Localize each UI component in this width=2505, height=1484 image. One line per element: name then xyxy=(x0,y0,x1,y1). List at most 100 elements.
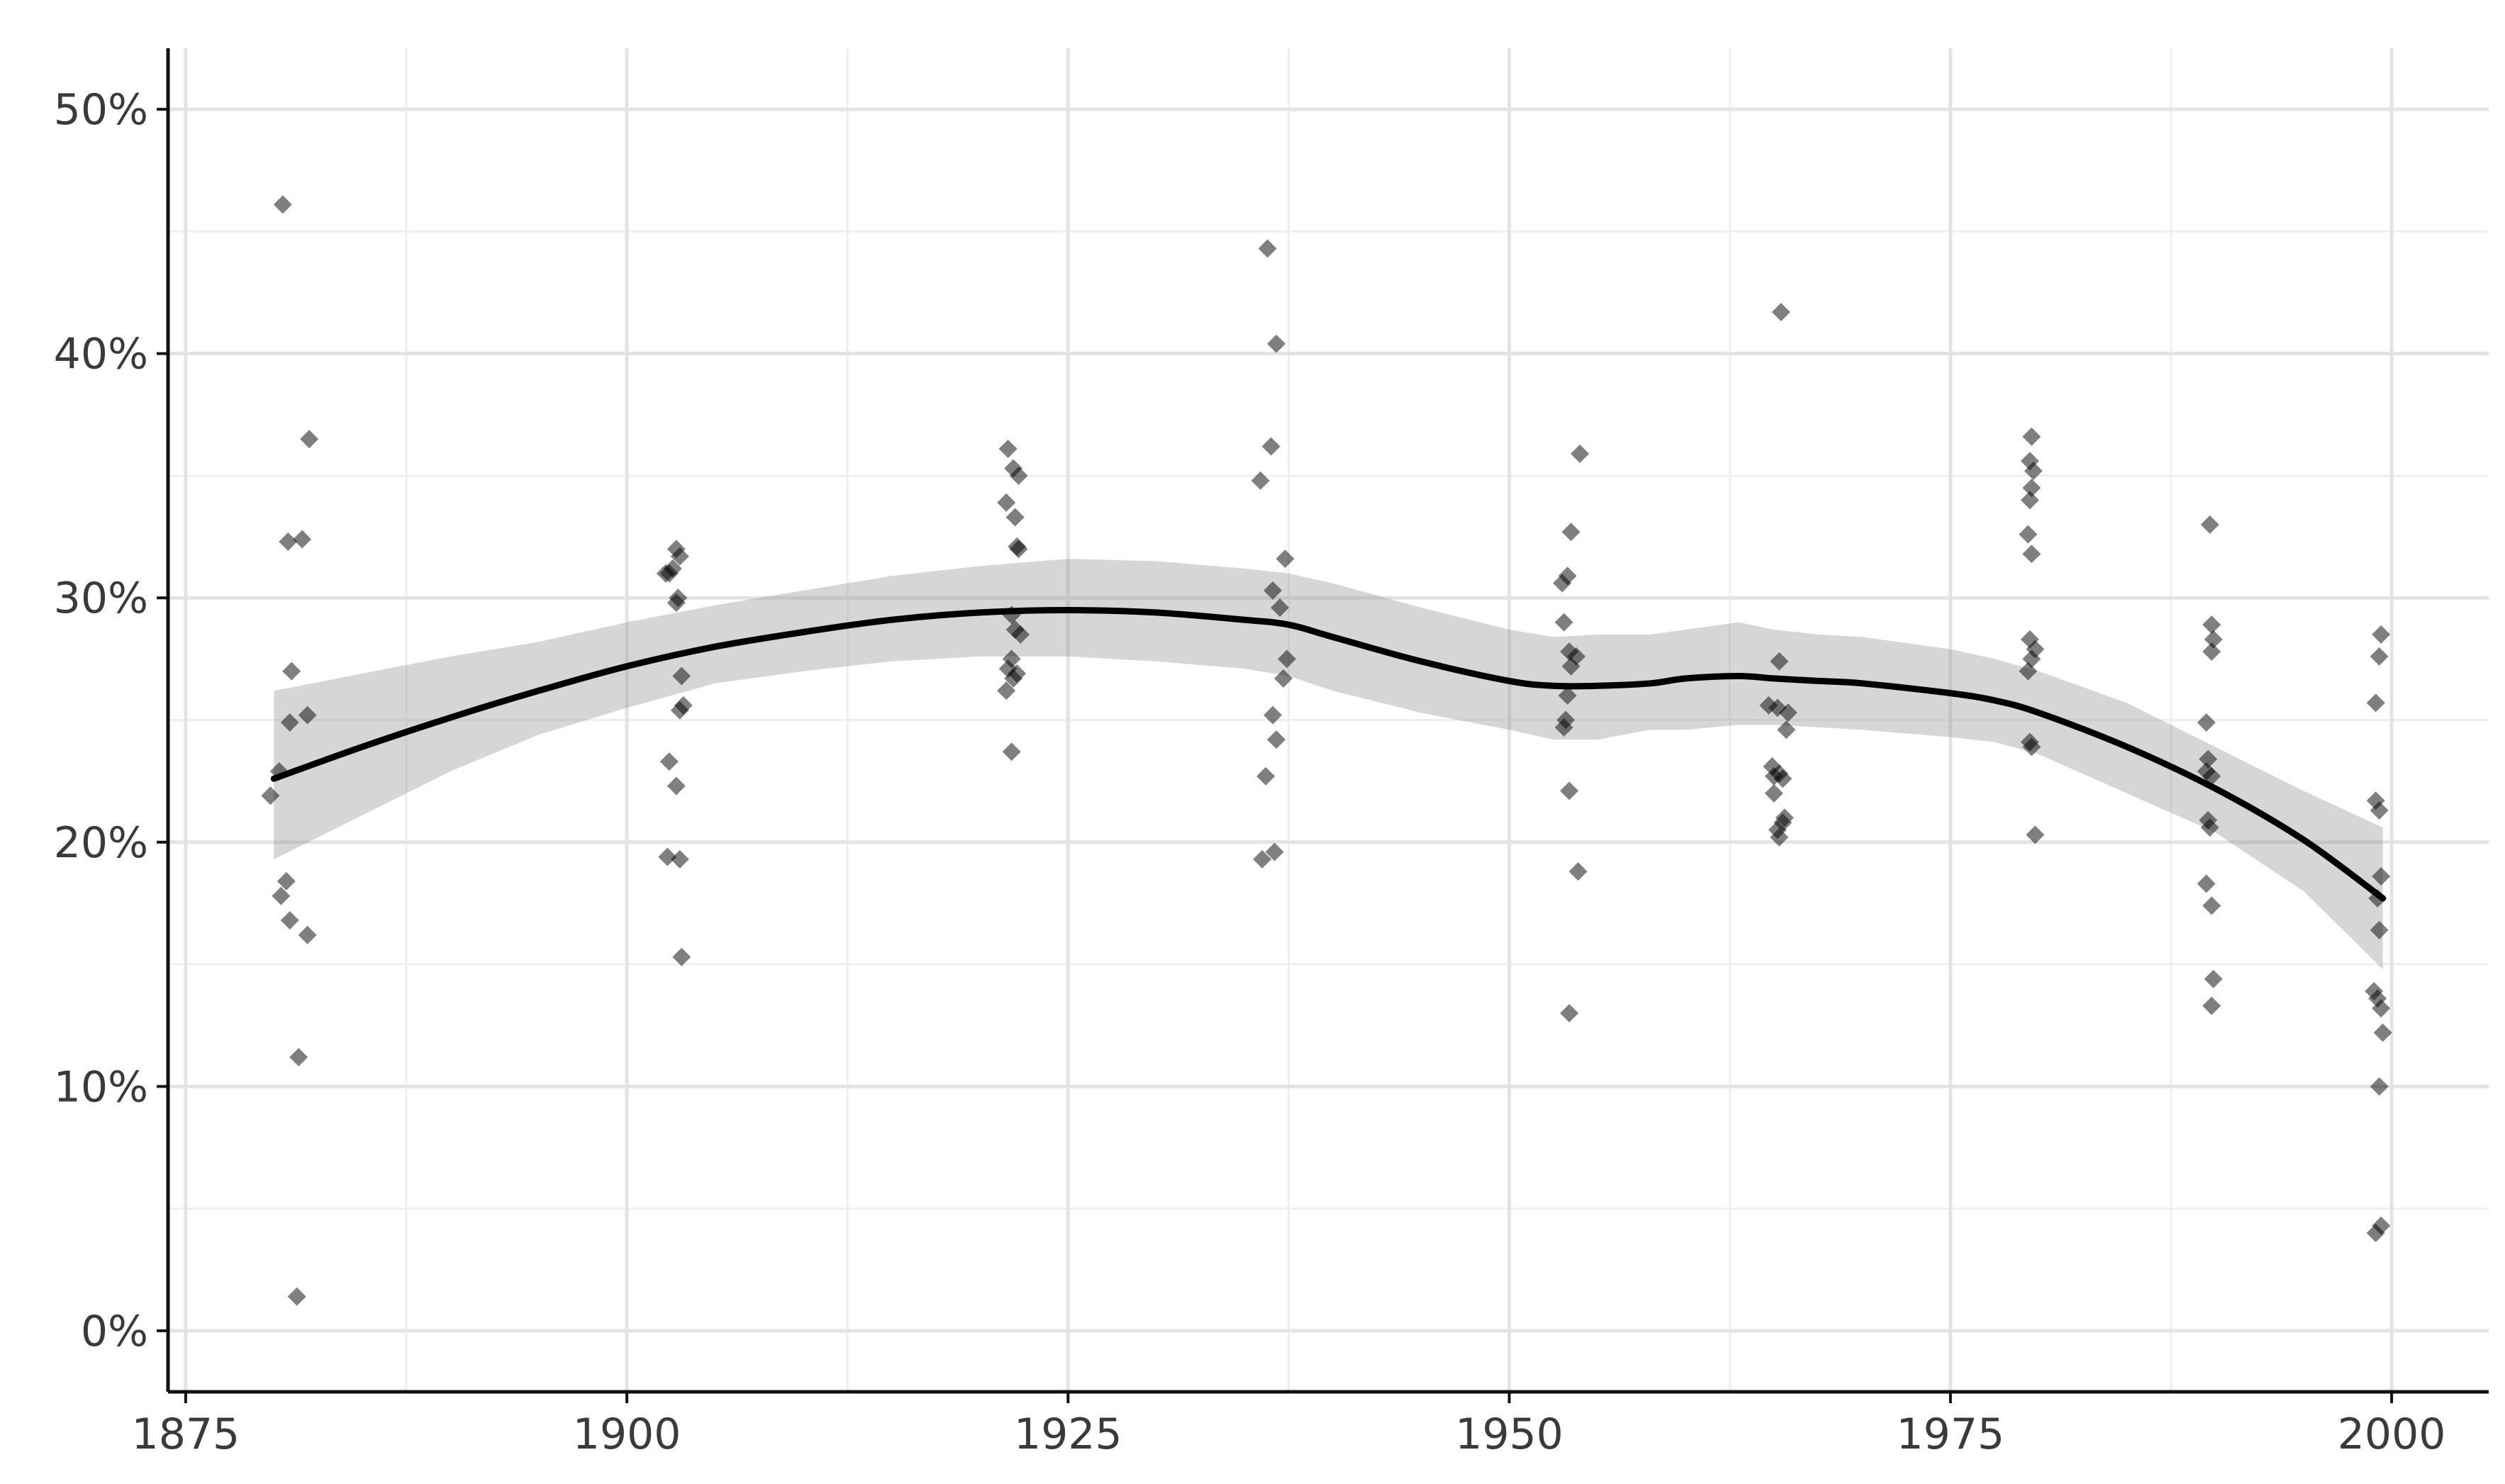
data-point xyxy=(2370,1077,2389,1096)
x-tick-label: 1950 xyxy=(1455,1410,1563,1459)
data-point xyxy=(1002,742,1021,761)
data-point xyxy=(2022,545,2041,564)
confidence-band xyxy=(274,559,2383,969)
data-point xyxy=(1777,720,1796,740)
data-point xyxy=(289,1047,308,1066)
smooth-line xyxy=(270,607,2387,902)
data-point xyxy=(2370,800,2389,820)
data-point xyxy=(280,713,299,732)
data-point xyxy=(298,925,317,944)
y-tick-label: 20% xyxy=(54,818,148,868)
data-point xyxy=(1251,471,1270,490)
y-tick-label: 30% xyxy=(54,574,148,623)
data-point xyxy=(2370,647,2389,666)
data-point xyxy=(2200,818,2219,837)
data-point xyxy=(2022,427,2041,446)
data-point xyxy=(287,1287,306,1306)
data-point xyxy=(1553,574,1572,593)
data-point xyxy=(273,195,292,214)
data-point xyxy=(1568,862,1588,881)
data-point xyxy=(1253,849,1272,869)
confidence-ribbon xyxy=(274,559,2383,969)
data-point xyxy=(2204,969,2223,988)
data-point xyxy=(670,547,689,566)
data-point xyxy=(1278,649,1297,669)
y-tick-label: 50% xyxy=(54,85,148,135)
data-point xyxy=(1005,508,1025,527)
data-point xyxy=(2022,479,2041,498)
data-point xyxy=(2020,491,2039,510)
x-tick-label: 1975 xyxy=(1897,1410,2005,1459)
data-point xyxy=(2202,896,2221,915)
data-point xyxy=(282,662,301,681)
data-point xyxy=(1263,581,1283,600)
data-point xyxy=(1009,466,1028,485)
data-point xyxy=(2024,462,2043,481)
data-point xyxy=(2372,867,2391,886)
data-point xyxy=(670,849,689,869)
x-tick-label: 1875 xyxy=(132,1410,240,1459)
points xyxy=(261,195,2392,1306)
data-point xyxy=(2204,630,2223,649)
data-point xyxy=(1773,769,1792,788)
data-point xyxy=(1256,766,1276,786)
data-point xyxy=(1771,303,1790,322)
y-tick-label: 10% xyxy=(54,1062,148,1112)
smooth-curve xyxy=(270,607,2387,902)
data-point xyxy=(293,530,312,549)
data-point xyxy=(1271,598,1290,618)
data-point xyxy=(2199,749,2218,769)
data-point xyxy=(2370,920,2389,939)
data-point xyxy=(670,701,689,720)
data-point xyxy=(666,593,686,613)
data-point xyxy=(2026,825,2045,844)
data-point xyxy=(1560,1003,1579,1022)
x-tick-label: 1900 xyxy=(573,1410,681,1459)
data-point xyxy=(1770,652,1789,671)
data-point xyxy=(2373,1023,2392,1042)
data-point xyxy=(1267,730,1286,749)
data-point xyxy=(1560,781,1579,800)
data-point xyxy=(1778,703,1797,723)
data-point xyxy=(1263,705,1283,725)
y-tick-label: 40% xyxy=(54,330,148,379)
y-tick-label: 0% xyxy=(81,1307,148,1356)
data-point xyxy=(1764,783,1783,803)
data-point xyxy=(2202,615,2221,635)
data-point xyxy=(279,532,298,551)
data-point xyxy=(2202,642,2221,662)
data-point xyxy=(1008,664,1027,684)
data-point xyxy=(658,847,677,866)
data-point xyxy=(2197,713,2216,732)
data-point xyxy=(997,493,1016,512)
data-point xyxy=(300,430,319,449)
x-tick-label: 2000 xyxy=(2338,1410,2446,1459)
x-tick-label: 1925 xyxy=(1014,1410,1122,1459)
data-point xyxy=(1554,613,1573,632)
data-point xyxy=(277,871,296,891)
data-point xyxy=(1261,437,1281,456)
y-axis-ticks: 0% 10% 20% 30% 40% 50% xyxy=(54,85,168,1356)
data-point xyxy=(2197,874,2216,893)
data-point xyxy=(2372,999,2391,1018)
grid xyxy=(168,48,2489,1392)
data-point xyxy=(666,776,686,796)
data-point xyxy=(1561,523,1580,542)
data-point xyxy=(1561,657,1580,676)
data-point xyxy=(1009,540,1028,559)
data-point xyxy=(1276,549,1295,569)
data-point xyxy=(280,911,299,930)
data-point xyxy=(272,886,291,905)
data-point xyxy=(997,681,1016,701)
data-point xyxy=(2022,737,2041,757)
data-point xyxy=(2372,625,2391,644)
data-point xyxy=(2202,996,2221,1015)
data-point xyxy=(2200,515,2219,534)
data-point xyxy=(659,752,679,771)
axes xyxy=(166,48,2489,1394)
data-point xyxy=(298,705,317,725)
data-point xyxy=(2019,662,2038,681)
data-point xyxy=(1770,827,1789,847)
data-point xyxy=(1267,334,1286,353)
